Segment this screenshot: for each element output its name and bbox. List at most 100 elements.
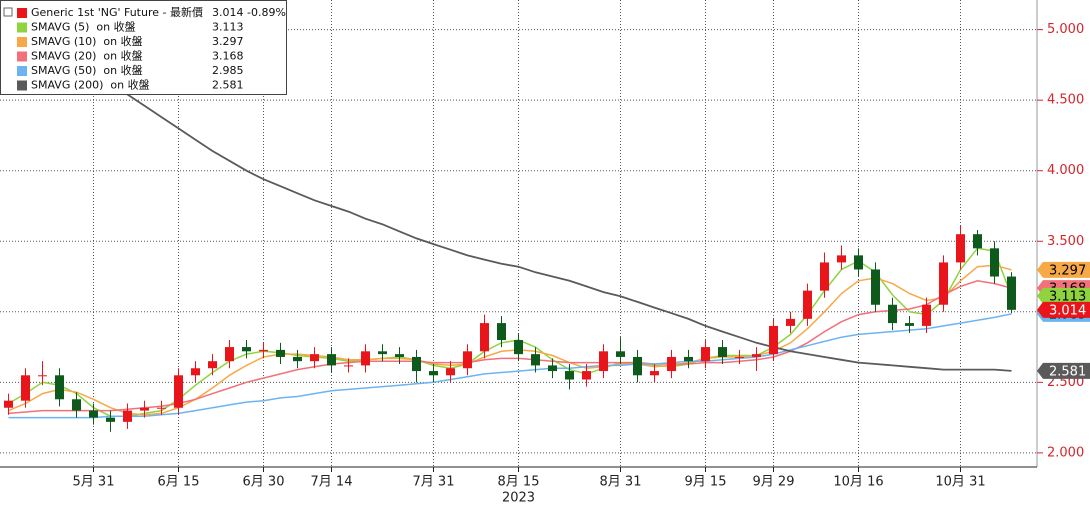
candle-body <box>650 371 659 376</box>
candle-body <box>242 347 251 352</box>
legend-label: SMAVG (20) on 收盤 <box>31 49 143 63</box>
legend-value: 2.581 <box>212 79 244 92</box>
candle-body <box>769 325 778 355</box>
x-tick-label: 7月 31 <box>413 475 455 490</box>
legend-label: SMAVG (5) on 收盤 <box>31 20 136 34</box>
legend-label: SMAVG (50) on 收盤 <box>31 63 143 77</box>
last-value-tag <box>1037 301 1090 318</box>
candle-body <box>667 356 676 372</box>
candle-body <box>157 407 166 409</box>
candle-body <box>599 351 608 372</box>
candle-body <box>956 234 965 263</box>
candle-body <box>191 368 200 376</box>
candle-body <box>633 356 642 376</box>
candle-body <box>990 248 999 277</box>
legend-value: 3.014 <box>212 6 244 19</box>
candle-body <box>616 351 625 357</box>
legend-collapse <box>3 7 13 17</box>
legend-swatch <box>17 51 27 62</box>
legend-value: 2.985 <box>212 64 244 77</box>
candle-body <box>905 323 914 326</box>
candle-body <box>497 323 506 341</box>
candle-body <box>55 375 64 400</box>
candle-body <box>837 255 846 263</box>
candle-body <box>344 365 353 367</box>
year-label: 2023 <box>502 491 535 505</box>
legend-swatch <box>17 80 27 91</box>
candle-body <box>1007 276 1016 310</box>
x-tick-label: 9月 15 <box>685 475 727 490</box>
last-value-label: 2.581 <box>1049 364 1086 379</box>
candle-body <box>854 255 863 270</box>
x-tick-label: 6月 15 <box>158 475 200 490</box>
candle-body <box>276 349 285 357</box>
candle-body <box>786 318 795 326</box>
legend-label: SMAVG (10) on 收盤 <box>31 34 143 48</box>
candle-body <box>140 407 149 411</box>
candle-body <box>225 347 234 362</box>
candle-body <box>412 356 421 372</box>
candle-body <box>208 361 217 369</box>
candle-body <box>514 340 523 355</box>
legend-swatch <box>17 22 27 33</box>
last-value-tag <box>1037 287 1090 304</box>
last-value-label: 3.113 <box>1049 289 1086 304</box>
candle-body <box>106 417 115 422</box>
x-tick-label: 10月 16 <box>833 475 883 490</box>
candle-body <box>259 349 268 352</box>
candle-body <box>718 347 727 357</box>
x-tick-label: 6月 30 <box>243 475 285 490</box>
candle-body <box>4 400 13 408</box>
x-tick-label: 5月 31 <box>73 475 115 490</box>
candle-body <box>871 269 880 305</box>
y-tick-label: 4.500 <box>1047 93 1084 108</box>
candle-body <box>89 410 98 418</box>
legend-box <box>0 0 287 95</box>
candle-body <box>973 234 982 249</box>
candle-body <box>888 304 897 324</box>
legend-label: Generic 1st 'NG' Future - 最新價 <box>31 5 203 19</box>
candle-body <box>21 375 30 401</box>
legend-value: 3.168 <box>212 50 244 63</box>
legend-swatch <box>17 66 27 76</box>
candle-body <box>123 410 132 422</box>
candle-body <box>174 375 183 408</box>
candle-body <box>361 351 370 366</box>
x-tick-label: 10月 31 <box>935 475 985 490</box>
x-tick-label: 9月 29 <box>753 475 795 490</box>
x-tick-label: 8月 15 <box>498 475 540 490</box>
legend-change: -0.89% <box>247 6 286 19</box>
y-tick-label: 3.500 <box>1047 234 1084 249</box>
legend-value: 3.297 <box>212 35 244 48</box>
candle-body <box>293 356 302 362</box>
y-tick-label: 5.000 <box>1047 22 1084 37</box>
candle-body <box>327 354 336 366</box>
ma-line <box>8 25 1012 372</box>
ma-line <box>8 313 1012 419</box>
candle-body <box>922 304 931 326</box>
y-tick-label: 4.000 <box>1047 163 1084 178</box>
candle-body <box>310 354 319 362</box>
y-tick-label: 2.000 <box>1047 445 1084 460</box>
last-value-label: 3.014 <box>1049 303 1086 318</box>
candle-body <box>735 356 744 358</box>
candle-body <box>72 399 81 411</box>
legend: Generic 1st 'NG' Future - 最新價 3.014 SMAVG … <box>0 0 287 95</box>
candle-body <box>684 356 693 362</box>
candle-body <box>752 354 761 357</box>
candle-body <box>701 347 710 362</box>
candle-body <box>480 323 489 352</box>
candle-body <box>565 371 574 380</box>
candle-body <box>463 351 472 369</box>
legend-value: 3.113 <box>212 21 244 34</box>
last-value-tag <box>1037 261 1090 278</box>
candle-body <box>395 354 404 357</box>
candle-body <box>446 368 455 376</box>
last-value-tag <box>1037 362 1090 379</box>
legend-swatch <box>17 8 27 18</box>
candle-body <box>378 351 387 355</box>
legend-swatch <box>17 37 27 47</box>
candle-body <box>820 262 829 291</box>
